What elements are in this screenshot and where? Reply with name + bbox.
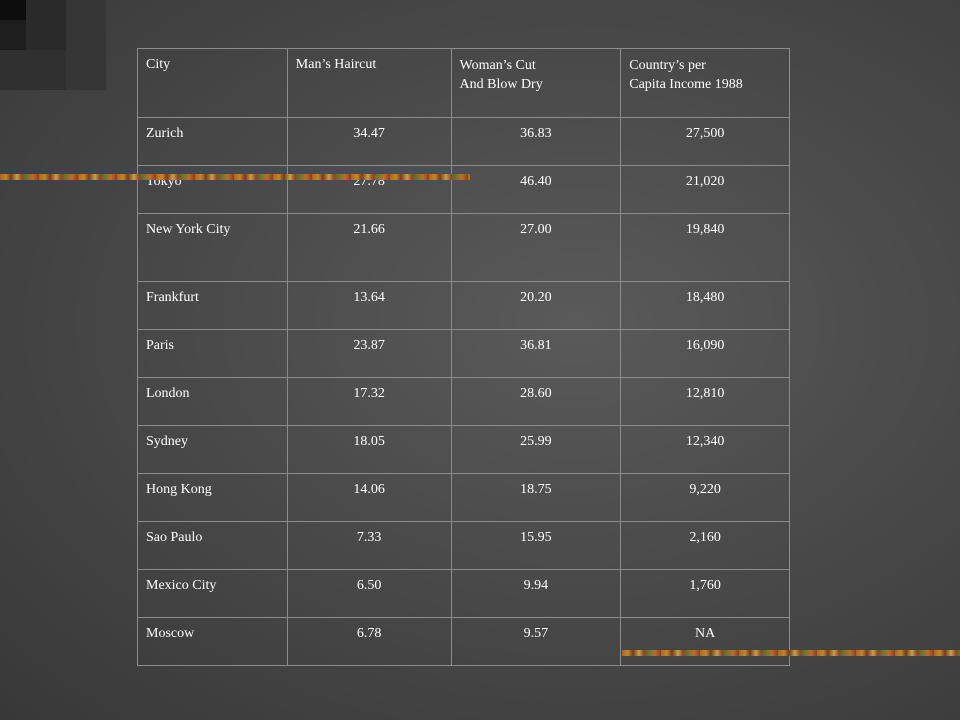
table-row: New York City 21.66 27.00 19,840 xyxy=(137,213,790,282)
cell-income: 12,810 xyxy=(620,377,790,426)
cell-city: Frankfurt xyxy=(137,281,288,330)
haircut-price-table: City Man’s Haircut Woman’s Cut And Blow … xyxy=(137,48,790,666)
cell-income: 27,500 xyxy=(620,117,790,166)
cell-income: 19,840 xyxy=(620,213,790,282)
cell-city: Paris xyxy=(137,329,288,378)
cell-city: Zurich xyxy=(137,117,288,166)
corner-decoration xyxy=(0,0,26,20)
table-row: Moscow 6.78 9.57 NA xyxy=(137,617,790,666)
corner-decoration xyxy=(0,50,66,90)
cell-womans-cut: 18.75 xyxy=(450,473,622,522)
cell-income: 12,340 xyxy=(620,425,790,474)
cell-womans-cut: 15.95 xyxy=(450,521,622,570)
cell-womans-cut: 28.60 xyxy=(450,377,622,426)
table-row: Hong Kong 14.06 18.75 9,220 xyxy=(137,473,790,522)
cell-city: Sao Paulo xyxy=(137,521,288,570)
header-income-line1: Country’s per xyxy=(629,58,706,73)
cell-income: 18,480 xyxy=(620,281,790,330)
table-row: Sao Paulo 7.33 15.95 2,160 xyxy=(137,521,790,570)
cell-womans-cut: 36.81 xyxy=(450,329,622,378)
cell-mans-haircut: 6.50 xyxy=(286,569,452,618)
cell-mans-haircut: 27.78 xyxy=(286,165,452,214)
table-row: Zurich 34.47 36.83 27,500 xyxy=(137,117,790,166)
cell-income: 16,090 xyxy=(620,329,790,378)
corner-decoration xyxy=(0,20,26,50)
cell-income: 2,160 xyxy=(620,521,790,570)
decorative-stripe xyxy=(0,174,470,180)
table-row: Tokyo 27.78 46.40 21,020 xyxy=(137,165,790,214)
cell-city: Tokyo xyxy=(137,165,288,214)
cell-mans-haircut: 18.05 xyxy=(286,425,452,474)
cell-city: New York City xyxy=(137,213,288,282)
cell-mans-haircut: 14.06 xyxy=(286,473,452,522)
cell-mans-haircut: 23.87 xyxy=(286,329,452,378)
cell-city: Hong Kong xyxy=(137,473,288,522)
cell-city: Moscow xyxy=(137,617,288,666)
cell-mans-haircut: 21.66 xyxy=(286,213,452,282)
cell-income: 1,760 xyxy=(620,569,790,618)
corner-decoration xyxy=(26,0,66,50)
cell-income: 21,020 xyxy=(620,165,790,214)
cell-city: London xyxy=(137,377,288,426)
table-row: Mexico City 6.50 9.94 1,760 xyxy=(137,569,790,618)
table-header-row: City Man’s Haircut Woman’s Cut And Blow … xyxy=(137,48,790,118)
cell-womans-cut: 25.99 xyxy=(450,425,622,474)
cell-womans-cut: 9.57 xyxy=(450,617,622,666)
cell-mans-haircut: 17.32 xyxy=(286,377,452,426)
header-womans-cut: Woman’s Cut And Blow Dry xyxy=(450,48,622,118)
header-income: Country’s per Capita Income 1988 xyxy=(620,48,790,118)
cell-city: Sydney xyxy=(137,425,288,474)
table-row: Paris 23.87 36.81 16,090 xyxy=(137,329,790,378)
header-city: City xyxy=(137,48,288,118)
header-womans-cut-line1: Woman’s Cut xyxy=(459,58,536,73)
table-row: London 17.32 28.60 12,810 xyxy=(137,377,790,426)
cell-womans-cut: 20.20 xyxy=(450,281,622,330)
cell-mans-haircut: 13.64 xyxy=(286,281,452,330)
header-income-line2: Capita Income 1988 xyxy=(629,77,743,92)
cell-womans-cut: 36.83 xyxy=(450,117,622,166)
decorative-stripe xyxy=(622,650,960,656)
cell-mans-haircut: 34.47 xyxy=(286,117,452,166)
cell-womans-cut: 27.00 xyxy=(450,213,622,282)
table-row: Sydney 18.05 25.99 12,340 xyxy=(137,425,790,474)
cell-womans-cut: 9.94 xyxy=(450,569,622,618)
header-womans-cut-line2: And Blow Dry xyxy=(459,77,543,92)
cell-city: Mexico City xyxy=(137,569,288,618)
cell-income: 9,220 xyxy=(620,473,790,522)
cell-mans-haircut: 7.33 xyxy=(286,521,452,570)
cell-mans-haircut: 6.78 xyxy=(286,617,452,666)
header-mans-haircut: Man’s Haircut xyxy=(286,48,452,118)
cell-womans-cut: 46.40 xyxy=(450,165,622,214)
cell-income: NA xyxy=(620,617,790,666)
table-row: Frankfurt 13.64 20.20 18,480 xyxy=(137,281,790,330)
corner-decoration xyxy=(66,0,106,90)
